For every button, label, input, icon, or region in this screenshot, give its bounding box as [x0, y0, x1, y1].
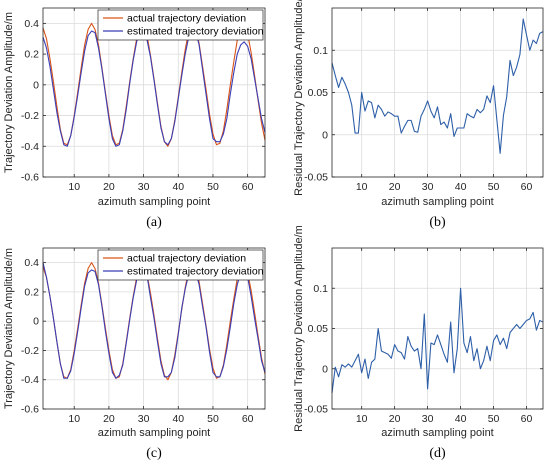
y-tick-label: 0: [33, 79, 39, 91]
legend-entry: actual trajectory deviation: [127, 253, 246, 265]
x-tick-label: 10: [68, 413, 80, 425]
y-tick-label: -0.4: [21, 141, 39, 153]
y-tick-label: -0.2: [21, 345, 39, 357]
y-tick-label: 0.05: [308, 87, 329, 99]
panel-label: (b): [429, 215, 446, 230]
y-tick-label: 0: [33, 316, 39, 328]
x-axis-label: azimuth sampling point: [381, 427, 494, 439]
x-tick-label: 20: [103, 413, 115, 425]
x-tick-label: 50: [207, 181, 219, 193]
y-axis-label: Residual Trajectory Deviation Amplitude/…: [293, 225, 305, 432]
y-tick-label: 0.1: [313, 283, 328, 295]
x-axis-label: azimuth sampling point: [98, 196, 211, 208]
y-tick-label: -0.6: [21, 404, 39, 416]
series-line-estimated-trajectory-deviation: [42, 262, 266, 379]
y-tick-label: 0: [322, 363, 328, 375]
y-tick-label: 0.2: [24, 286, 39, 298]
x-tick-label: 20: [103, 181, 115, 193]
x-tick-label: 20: [389, 413, 401, 425]
axes-frame: [42, 7, 266, 178]
legend-entry: estimated trajectory deviation: [127, 266, 264, 278]
x-tick-label: 40: [455, 413, 467, 425]
y-tick-label: 0.4: [24, 257, 39, 269]
x-axis-label: azimuth sampling point: [381, 196, 494, 208]
panel-label: (d): [429, 446, 446, 461]
y-tick-label: -0.4: [21, 374, 39, 386]
x-tick-label: 20: [389, 181, 401, 193]
y-axis-label: Residual Trajectory Deviation Amplitude/…: [293, 0, 305, 196]
y-tick-label: 0: [322, 129, 328, 141]
chart-panel-4: 10 20 30 40 50 60 -0.05 0 0.05 0.1 azimuth samplin…: [293, 225, 544, 461]
x-tick-label: 60: [242, 413, 254, 425]
series-line-series-1: [331, 287, 544, 393]
chart-panel-1: 10 20 30 40 50 60 -0.6 -0.4 -0.2 0 0.2 0.4 azimuth s…: [3, 7, 266, 230]
x-tick-label: 10: [356, 413, 368, 425]
legend-box: [97, 9, 264, 41]
y-axis-label: Trajectory Deviation Amplitude/m: [3, 12, 15, 173]
series-line-estimated-trajectory-deviation: [42, 28, 266, 147]
x-tick-label: 10: [356, 181, 368, 193]
y-tick-label: 0.05: [308, 323, 329, 335]
series-line-series-1: [331, 18, 544, 154]
x-tick-label: 50: [488, 413, 500, 425]
y-tick-label: 0.1: [313, 45, 328, 57]
x-tick-label: 40: [455, 181, 467, 193]
x-tick-label: 50: [207, 413, 219, 425]
legend-box: [97, 249, 264, 281]
legend-entry: actual trajectory deviation: [127, 13, 246, 25]
y-tick-label: 0.2: [24, 49, 39, 61]
x-tick-label: 60: [521, 181, 533, 193]
x-axis-label: azimuth sampling point: [98, 427, 211, 439]
x-tick-label: 40: [172, 181, 184, 193]
x-tick-label: 30: [138, 413, 150, 425]
legend-entry: estimated trajectory deviation: [127, 26, 264, 38]
x-tick-label: 30: [422, 181, 434, 193]
x-tick-label: 60: [521, 413, 533, 425]
y-tick-label: -0.2: [21, 110, 39, 122]
x-tick-label: 50: [488, 181, 500, 193]
panel-label: (a): [146, 215, 162, 230]
x-tick-label: 30: [422, 413, 434, 425]
x-tick-label: 60: [242, 181, 254, 193]
panel-label: (c): [146, 446, 162, 461]
x-tick-label: 10: [68, 181, 80, 193]
y-tick-label: -0.05: [304, 172, 328, 184]
chart-panel-2: 10 20 30 40 50 60 -0.05 0 0.05 0.1 azimuth samplin…: [293, 0, 544, 230]
chart-panel-3: 10 20 30 40 50 60 -0.6 -0.4 -0.2 0 0.2 0.4 azimuth s…: [3, 247, 266, 461]
x-tick-label: 40: [172, 413, 184, 425]
y-tick-label: 0.4: [24, 18, 39, 30]
y-axis-label: Trajectory Deviation Amplitude/m: [3, 248, 15, 409]
y-tick-label: -0.05: [304, 404, 328, 416]
x-tick-label: 30: [138, 181, 150, 193]
y-tick-label: -0.6: [21, 172, 39, 184]
axes-frame: [42, 247, 266, 410]
